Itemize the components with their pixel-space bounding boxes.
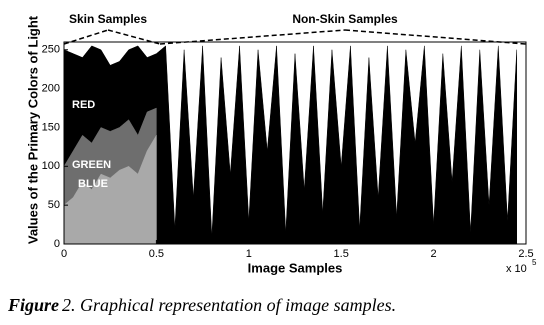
bracket bbox=[344, 29, 527, 45]
series-label: BLUE bbox=[78, 178, 108, 190]
area bbox=[63, 45, 518, 245]
x-tick-label: 0.5 bbox=[149, 248, 164, 260]
y-tick-label: 0 bbox=[54, 238, 60, 250]
area bbox=[63, 134, 157, 245]
annotation: Skin Samples bbox=[69, 12, 147, 26]
y-tick-label: 100 bbox=[42, 160, 60, 172]
annotation: Non-Skin Samples bbox=[292, 12, 398, 26]
x-multiplier: x 10 bbox=[506, 263, 527, 275]
x-axis-label: Image Samples bbox=[248, 260, 343, 275]
series-label: GREEN bbox=[72, 159, 111, 171]
y-tick-label: 200 bbox=[42, 83, 60, 95]
y-axis-label: Values of the Primary Colors of Light bbox=[25, 15, 40, 244]
x-multiplier-exponent: 5 bbox=[532, 258, 537, 267]
bracket bbox=[159, 29, 346, 45]
x-tick-label: 2.5 bbox=[518, 248, 533, 260]
x-tick-label: 1.5 bbox=[334, 248, 349, 260]
caption-text: 2. Graphical representation of image sam… bbox=[62, 295, 396, 315]
series-label: RED bbox=[72, 99, 95, 111]
plot-frame bbox=[63, 41, 527, 245]
y-tick-label: 50 bbox=[48, 199, 60, 211]
y-tick-label: 250 bbox=[42, 44, 60, 56]
y-tick-label: 150 bbox=[42, 121, 60, 133]
x-tick-label: 1 bbox=[246, 248, 252, 260]
caption-label: Figure bbox=[7, 295, 59, 315]
x-tick-label: 0 bbox=[61, 248, 67, 260]
x-tick-label: 2 bbox=[431, 248, 437, 260]
